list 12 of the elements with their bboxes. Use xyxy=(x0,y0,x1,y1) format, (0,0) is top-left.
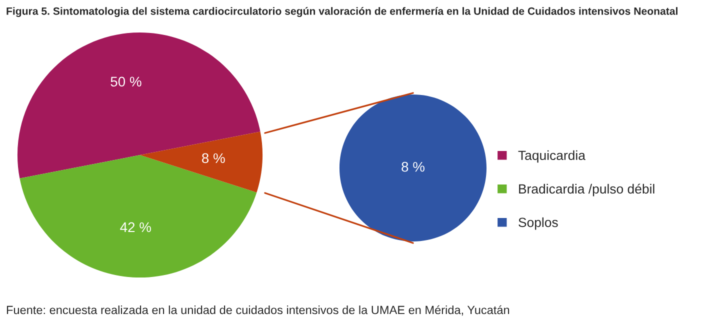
pie-slice xyxy=(20,155,257,278)
legend-label: Soplos xyxy=(518,217,558,230)
data-label: 50 % xyxy=(110,76,142,87)
data-label: 8 % xyxy=(202,153,225,164)
pie-slice xyxy=(17,32,260,178)
chart-title: Figura 5. Sintomatologia del sistema cardiocirculatorio según valoración de enfermería en la Unidad de Cuidados intensivos Neonatal xyxy=(6,7,678,17)
source-note: Fuente: encuesta realizada en la unidad de cuidados intensivos de la UMAE en Mérida, Yucatán xyxy=(6,305,510,316)
legend-label: Taquicardia xyxy=(518,150,586,163)
pie-slice xyxy=(140,132,263,192)
data-label: 42 % xyxy=(120,222,151,232)
legend-label: Bradicardia /pulso débil xyxy=(519,184,654,196)
data-label: 8 % xyxy=(402,162,424,172)
